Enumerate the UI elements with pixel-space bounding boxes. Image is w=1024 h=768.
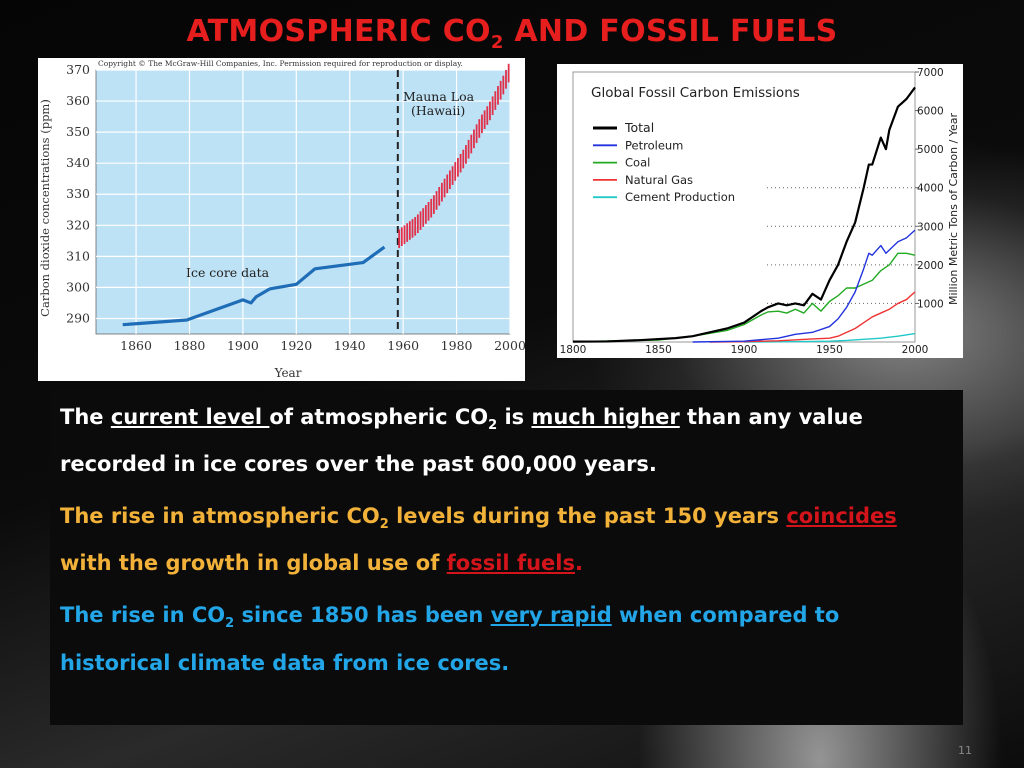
y-tick-label: 290 (66, 310, 90, 325)
highlight-much-higher: much higher (531, 405, 680, 429)
y-axis-label: Carbon dioxide concentrations (ppm) (38, 99, 52, 317)
plot-area (95, 69, 511, 335)
y-axis-label: Million Metric Tons of Carbon / Year (947, 112, 960, 305)
mauna-loa-label: Mauna Loa (403, 89, 475, 104)
y-tick-label: 340 (66, 155, 90, 170)
y-tick-label: 6000 (917, 106, 944, 118)
fossil-emissions-chart-panel: Global Fossil Carbon Emissions Total Petr… (557, 64, 963, 358)
y-tick-label: 2000 (917, 260, 944, 272)
y-tick-label: 350 (66, 124, 90, 139)
chart-title: Global Fossil Carbon Emissions (591, 85, 800, 101)
co2-concentration-chart: Copyright © The McGraw-Hill Companies, I… (38, 59, 526, 380)
text-box: The current level of atmospheric CO2 is … (50, 390, 963, 725)
y-tick-label: 4000 (917, 183, 944, 195)
y-tick-label: 1000 (917, 298, 944, 310)
mauna-loa-series (398, 63, 510, 249)
x-tick-label: 1950 (816, 344, 843, 356)
highlight-current-level: current level (110, 405, 270, 429)
x-tick-labels: 1860 1880 1900 1920 1940 1960 1980 2000 (120, 338, 526, 353)
x-tick-label: 2000 (902, 344, 929, 356)
y-tick-label: 320 (66, 217, 90, 232)
y-tick-labels: 1000 2000 3000 4000 5000 6000 7000 (915, 67, 944, 310)
y-tick-label: 370 (66, 62, 90, 77)
series-line-petroleum (692, 229, 916, 343)
x-tick-label: 1850 (645, 344, 672, 356)
paragraph-very-rapid: The rise in CO2 since 1850 has been very… (60, 603, 840, 675)
slide-number: 11 (958, 744, 972, 757)
x-tick-label: 1860 (120, 338, 152, 353)
x-tick-labels: 1800 1850 1900 1950 2000 (560, 344, 929, 356)
y-tick-label: 330 (66, 186, 90, 201)
co2-chart-panel: Copyright © The McGraw-Hill Companies, I… (38, 58, 526, 381)
x-tick-label: 2000 (494, 338, 525, 353)
x-tick-label: 1800 (560, 344, 587, 356)
series-line-natural-gas (709, 291, 916, 343)
legend: Total Petroleum Coal Natural Gas Cement Prod… (593, 120, 735, 204)
series-lines (572, 86, 916, 343)
grid (96, 69, 511, 334)
ice-core-series-line (122, 245, 386, 327)
mauna-loa-sublabel: (Hawaii) (411, 103, 465, 118)
y-tick-label: 300 (66, 279, 90, 294)
x-tick-label: 1900 (731, 344, 758, 356)
legend-label: Petroleum (625, 138, 683, 152)
x-tick-label: 1920 (280, 338, 312, 353)
highlight-fossil-fuels: fossil fuels (446, 551, 575, 576)
y-tick-label: 360 (66, 93, 90, 108)
x-tick-label: 1900 (227, 338, 259, 353)
slide-title: ATMOSPHERIC CO2 AND FOSSIL FUELS (186, 14, 838, 53)
legend-label: Total (624, 120, 654, 135)
y-tick-label: 7000 (917, 67, 944, 79)
y-tick-label: 3000 (917, 221, 944, 233)
ice-core-label: Ice core data (186, 265, 270, 280)
series-line-total (572, 86, 916, 343)
legend-label: Cement Production (625, 190, 735, 204)
highlight-very-rapid: very rapid (490, 603, 612, 628)
paragraph-current-level: The current level of atmospheric CO2 is … (60, 405, 863, 477)
x-tick-label: 1880 (174, 338, 206, 353)
paragraph-coincides: The rise in atmospheric CO2 levels durin… (60, 504, 897, 576)
legend-label: Natural Gas (625, 173, 693, 187)
highlight-coincides: coincides (786, 504, 897, 529)
x-tick-label: 1960 (387, 338, 419, 353)
series-line-coal (572, 252, 916, 343)
fossil-emissions-chart: Global Fossil Carbon Emissions Total Petr… (560, 67, 960, 356)
legend-label: Coal (625, 156, 650, 170)
y-tick-labels: 290 300 310 320 330 340 350 360 370 (66, 62, 90, 325)
y-tick-label: 310 (66, 248, 90, 263)
y-tick-label: 5000 (917, 144, 944, 156)
copyright-text: Copyright © The McGraw-Hill Companies, I… (98, 59, 463, 68)
x-tick-label: 1940 (334, 338, 366, 353)
series-line-cement-production (743, 332, 916, 343)
x-axis-label: Year (274, 366, 302, 380)
plot-border (572, 71, 916, 343)
x-tick-label: 1980 (441, 338, 473, 353)
